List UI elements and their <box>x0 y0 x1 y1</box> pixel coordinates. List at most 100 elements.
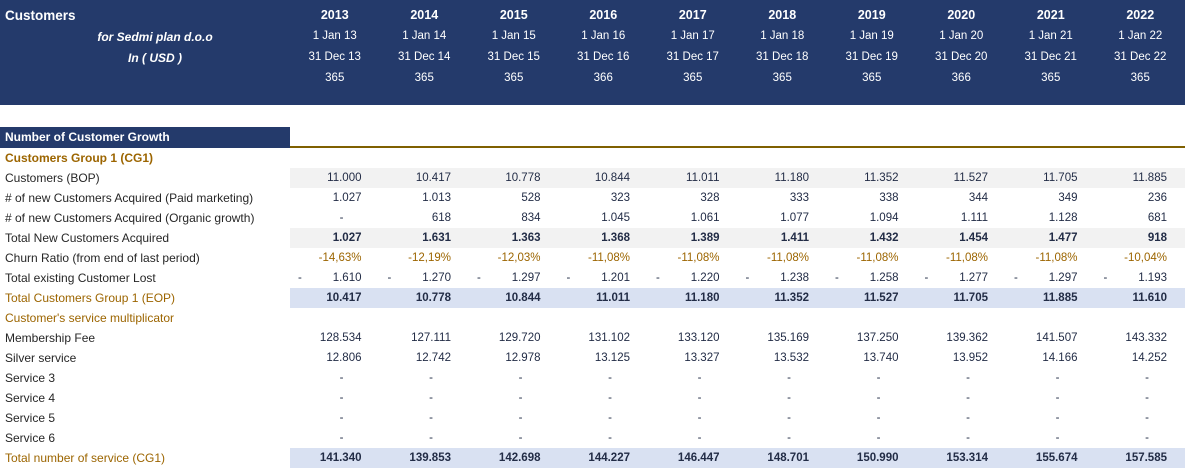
period-end-date: 31 Dec 22 <box>1114 51 1167 63</box>
cell: - <box>787 392 791 404</box>
cell: - <box>876 372 881 384</box>
cell-value: 1.277 <box>959 272 988 284</box>
period-start-date: 1 Jan 17 <box>670 30 715 42</box>
cell: - <box>1145 392 1149 404</box>
table-row: Total number of service (CG1) 141.340 139.… <box>0 448 1185 468</box>
cell: 13.740 <box>863 352 899 364</box>
cell: 11.000 <box>290 168 380 188</box>
cell: 13.952 <box>952 352 988 364</box>
cell: 10.844 <box>558 168 648 188</box>
period-end-row: 31 Dec 13 31 Dec 14 31 Dec 15 31 Dec 16 31 D… <box>290 47 1185 68</box>
period-day-count: 365 <box>1130 72 1150 84</box>
year-header: 2014 <box>410 8 439 22</box>
cell: 157.585 <box>1095 448 1185 468</box>
cell <box>1096 308 1185 328</box>
table-row: Customers Group 1 (CG1) <box>0 148 1185 168</box>
cell: -12,03% <box>497 252 541 264</box>
row-label: Membership Fee <box>5 331 96 345</box>
cell: 11.180 <box>737 168 827 188</box>
cell: - <box>697 432 702 444</box>
cell-value: 1.610 <box>332 272 362 284</box>
cell-value: 1.238 <box>780 272 809 284</box>
cell: 323 <box>610 192 630 204</box>
cell: 11.527 <box>827 288 917 308</box>
cell: 1.432 <box>827 228 917 248</box>
period-start-date: 1 Jan 14 <box>402 30 447 42</box>
cell: - <box>787 372 791 384</box>
cell: 1.013 <box>422 192 451 204</box>
period-start-date: 1 Jan 16 <box>581 30 626 42</box>
table-row: # of new Customers Acquired (Paid market… <box>0 188 1185 208</box>
cell: - <box>1055 432 1060 444</box>
cell: 1.631 <box>379 228 469 248</box>
period-end-date: 31 Dec 18 <box>756 51 809 63</box>
minus-sign: - <box>1103 272 1108 284</box>
report-header: Customers for Sedmi plan d.o.o In ( USD … <box>0 0 1185 105</box>
cell <box>469 308 559 328</box>
cell <box>380 148 470 168</box>
currency-label: In ( USD ) <box>128 51 182 65</box>
cell: 11.352 <box>737 288 827 308</box>
cell: 133.120 <box>677 332 720 344</box>
year-header: 2016 <box>589 8 618 22</box>
year-header: 2015 <box>499 8 528 22</box>
cell: 11.885 <box>1095 168 1185 188</box>
cell: 14.166 <box>1042 352 1078 364</box>
cell: 13.532 <box>773 352 809 364</box>
cell <box>380 308 470 328</box>
cell: 12.978 <box>505 352 541 364</box>
cell: 11.011 <box>648 168 738 188</box>
cell <box>1096 148 1185 168</box>
cell: 11.180 <box>648 288 738 308</box>
cell <box>917 308 1007 328</box>
period-end-date: 31 Dec 19 <box>845 51 898 63</box>
cell: 11.527 <box>916 168 1006 188</box>
row-label: Service 3 <box>5 371 56 385</box>
cell-value: 1.297 <box>511 272 541 284</box>
period-start-date: 1 Jan 20 <box>939 30 984 42</box>
cell: 137.250 <box>856 332 899 344</box>
cell: - 1.610 <box>290 268 380 288</box>
cell: 10.778 <box>469 168 559 188</box>
table-row: Service 5 - - - - - - - - - - <box>0 408 1185 428</box>
cell: 10.844 <box>469 288 559 308</box>
row-label: Churn Ratio (from end of last period) <box>5 251 200 265</box>
cell <box>1006 148 1096 168</box>
year-header: 2020 <box>947 8 976 22</box>
cell: -11,08% <box>1035 252 1078 264</box>
report-title-block: Customers for Sedmi plan d.o.o In ( USD … <box>0 0 290 105</box>
cell <box>559 148 649 168</box>
cell: 10.778 <box>379 288 469 308</box>
cell: - 1.238 <box>738 268 828 288</box>
section-header: Number of Customer Growth <box>0 127 1185 148</box>
row-label: Service 6 <box>5 431 56 445</box>
minus-sign: - <box>745 272 750 284</box>
cell: - <box>518 412 523 424</box>
cell: 618 <box>431 212 451 224</box>
period-end-date: 31 Dec 16 <box>577 51 630 63</box>
cell: - <box>1055 412 1060 424</box>
cell: 333 <box>789 192 809 204</box>
minus-sign: - <box>656 272 660 284</box>
cell: 338 <box>879 192 899 204</box>
period-end-date: 31 Dec 14 <box>398 51 451 63</box>
period-start-row: 1 Jan 13 1 Jan 14 1 Jan 15 1 Jan 16 1 Jan 17… <box>290 26 1185 47</box>
cell: 11.885 <box>1006 288 1096 308</box>
period-day-count: 366 <box>951 72 971 84</box>
cell: 139.362 <box>946 332 988 344</box>
row-label: Silver service <box>5 351 77 365</box>
row-label: Total Customers Group 1 (EOP) <box>5 291 176 305</box>
table-row: Churn Ratio (from end of last period) -14… <box>0 248 1185 268</box>
cell <box>648 308 738 328</box>
year-header: 2013 <box>320 8 349 22</box>
cell: 349 <box>1058 192 1078 204</box>
cell: 1.077 <box>780 212 809 224</box>
cell: - <box>608 372 612 384</box>
year-header-row: 2013 2014 2015 2016 2017 2018 2019 2020 2021 2022 <box>290 5 1185 26</box>
period-day-count: 365 <box>1041 72 1061 84</box>
year-header: 2018 <box>768 8 797 22</box>
year-header: 2022 <box>1126 8 1155 22</box>
cell <box>559 308 649 328</box>
cell: - <box>697 412 702 424</box>
cell <box>917 148 1007 168</box>
